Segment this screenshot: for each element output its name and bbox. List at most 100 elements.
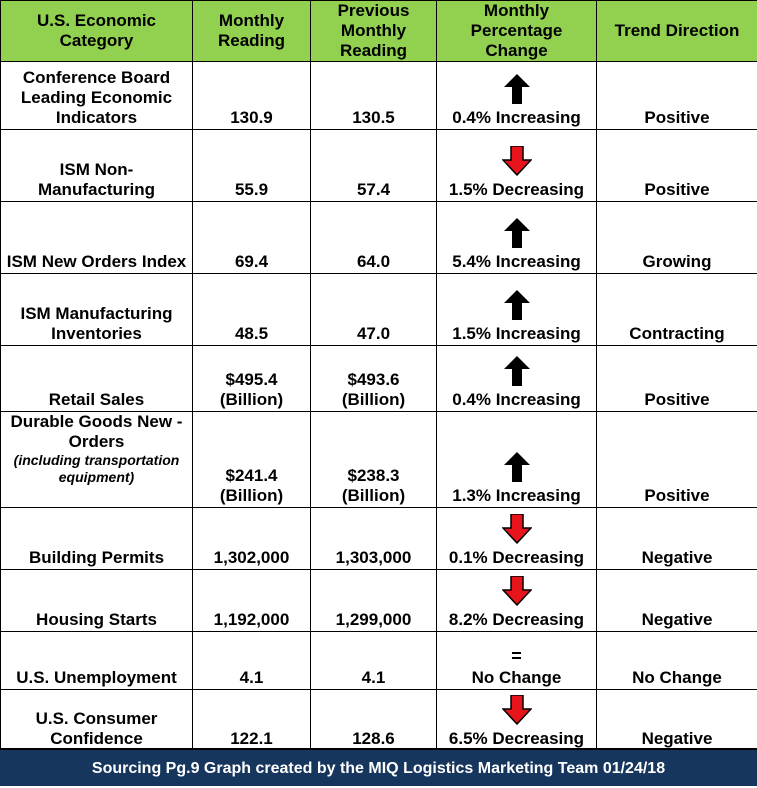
cell-trend-direction: Positive	[597, 412, 757, 508]
arrow-down-icon	[502, 514, 532, 544]
footer-caption: Sourcing Pg.9 Graph created by the MIQ L…	[0, 748, 757, 786]
cell-trend-direction: Negative	[597, 690, 757, 751]
cell-monthly-reading: 4.1	[193, 632, 311, 690]
category-label: U.S. Consumer Confidence	[36, 709, 158, 748]
category-note: (including transportation equipment)	[5, 452, 188, 486]
cell-trend-direction: Positive	[597, 346, 757, 412]
cell-category: U.S. Unemployment	[1, 632, 193, 690]
cell-category: Retail Sales	[1, 346, 193, 412]
change-label: 5.4% Increasing	[452, 252, 581, 271]
cell-trend-direction: Negative	[597, 508, 757, 570]
cell-percentage-change: 5.4% Increasing	[437, 202, 597, 274]
cell-monthly-reading: $241.4 (Billion)	[193, 412, 311, 508]
cell-monthly-reading: 122.1	[193, 690, 311, 751]
cell-monthly-reading: 130.9	[193, 62, 311, 130]
cell-trend-direction: Growing	[597, 202, 757, 274]
change-label: 1.5% Increasing	[452, 324, 581, 343]
category-label: U.S. Unemployment	[16, 668, 177, 687]
category-label: Housing Starts	[36, 610, 157, 629]
cell-monthly-reading: 48.5	[193, 274, 311, 346]
table-row: Conference Board Leading Economic Indica…	[1, 62, 757, 130]
arrow-up-icon	[504, 356, 530, 386]
cell-category: Conference Board Leading Economic Indica…	[1, 62, 193, 130]
cell-trend-direction: Negative	[597, 570, 757, 632]
arrow-down-icon	[502, 695, 532, 725]
cell-percentage-change: 1.5% Increasing	[437, 274, 597, 346]
header-percentage-change: Monthly Percentage Change	[437, 1, 597, 62]
cell-category: Housing Starts	[1, 570, 193, 632]
change-label: 6.5% Decreasing	[449, 729, 584, 748]
cell-previous-reading: $238.3 (Billion)	[311, 412, 437, 508]
cell-category: ISM Manufacturing Inventories	[1, 274, 193, 346]
category-label: Building Permits	[29, 548, 164, 567]
cell-previous-reading: 4.1	[311, 632, 437, 690]
category-label: Conference Board Leading Economic Indica…	[21, 68, 172, 127]
change-label: No Change	[472, 668, 562, 687]
change-label: 8.2% Decreasing	[449, 610, 584, 629]
equals-icon: =	[441, 646, 592, 666]
table-row: Durable Goods New -Orders(including tran…	[1, 412, 757, 508]
cell-previous-reading: 64.0	[311, 202, 437, 274]
cell-previous-reading: 57.4	[311, 130, 437, 202]
table-row: Retail Sales$495.4 (Billion)$493.6 (Bill…	[1, 346, 757, 412]
cell-trend-direction: No Change	[597, 632, 757, 690]
header-row: U.S. Economic Category Monthly Reading P…	[1, 1, 757, 62]
arrow-up-icon	[504, 218, 530, 248]
cell-category: Building Permits	[1, 508, 193, 570]
cell-category: ISM New Orders Index	[1, 202, 193, 274]
change-label: 0.4% Increasing	[452, 390, 581, 409]
cell-previous-reading: 130.5	[311, 62, 437, 130]
category-label: Durable Goods New -Orders	[11, 412, 183, 451]
cell-percentage-change: 0.4% Increasing	[437, 346, 597, 412]
change-label: 0.1% Decreasing	[449, 548, 584, 567]
cell-trend-direction: Positive	[597, 62, 757, 130]
category-label: ISM Manufacturing Inventories	[20, 304, 172, 343]
header-trend-direction: Trend Direction	[597, 1, 757, 62]
cell-percentage-change: 1.3% Increasing	[437, 412, 597, 508]
table-body: Conference Board Leading Economic Indica…	[1, 62, 757, 751]
category-label: ISM Non-Manufacturing	[38, 160, 155, 199]
cell-previous-reading: 1,299,000	[311, 570, 437, 632]
cell-trend-direction: Positive	[597, 130, 757, 202]
cell-monthly-reading: 1,192,000	[193, 570, 311, 632]
cell-percentage-change: 0.1% Decreasing	[437, 508, 597, 570]
cell-category: Durable Goods New -Orders(including tran…	[1, 412, 193, 508]
cell-percentage-change: 6.5% Decreasing	[437, 690, 597, 751]
cell-previous-reading: $493.6 (Billion)	[311, 346, 437, 412]
cell-percentage-change: 1.5% Decreasing	[437, 130, 597, 202]
cell-percentage-change: = No Change	[437, 632, 597, 690]
cell-percentage-change: 0.4% Increasing	[437, 62, 597, 130]
category-label: ISM New Orders Index	[7, 252, 187, 271]
header-category: U.S. Economic Category	[1, 1, 193, 62]
cell-previous-reading: 128.6	[311, 690, 437, 751]
cell-monthly-reading: 55.9	[193, 130, 311, 202]
cell-previous-reading: 1,303,000	[311, 508, 437, 570]
cell-previous-reading: 47.0	[311, 274, 437, 346]
arrow-up-icon	[504, 74, 530, 104]
cell-category: ISM Non-Manufacturing	[1, 130, 193, 202]
header-monthly-reading: Monthly Reading	[193, 1, 311, 62]
cell-percentage-change: 8.2% Decreasing	[437, 570, 597, 632]
arrow-up-icon	[504, 452, 530, 482]
change-label: 1.3% Increasing	[452, 486, 581, 505]
cell-monthly-reading: $495.4 (Billion)	[193, 346, 311, 412]
change-label: 1.5% Decreasing	[449, 180, 584, 199]
arrow-up-icon	[504, 290, 530, 320]
cell-trend-direction: Contracting	[597, 274, 757, 346]
arrow-down-icon	[502, 576, 532, 606]
header-previous-reading: Previous Monthly Reading	[311, 1, 437, 62]
cell-monthly-reading: 1,302,000	[193, 508, 311, 570]
change-label: 0.4% Increasing	[452, 108, 581, 127]
cell-monthly-reading: 69.4	[193, 202, 311, 274]
arrow-down-icon	[502, 146, 532, 176]
economic-indicators-table: U.S. Economic Category Monthly Reading P…	[0, 0, 757, 751]
cell-category: U.S. Consumer Confidence	[1, 690, 193, 751]
